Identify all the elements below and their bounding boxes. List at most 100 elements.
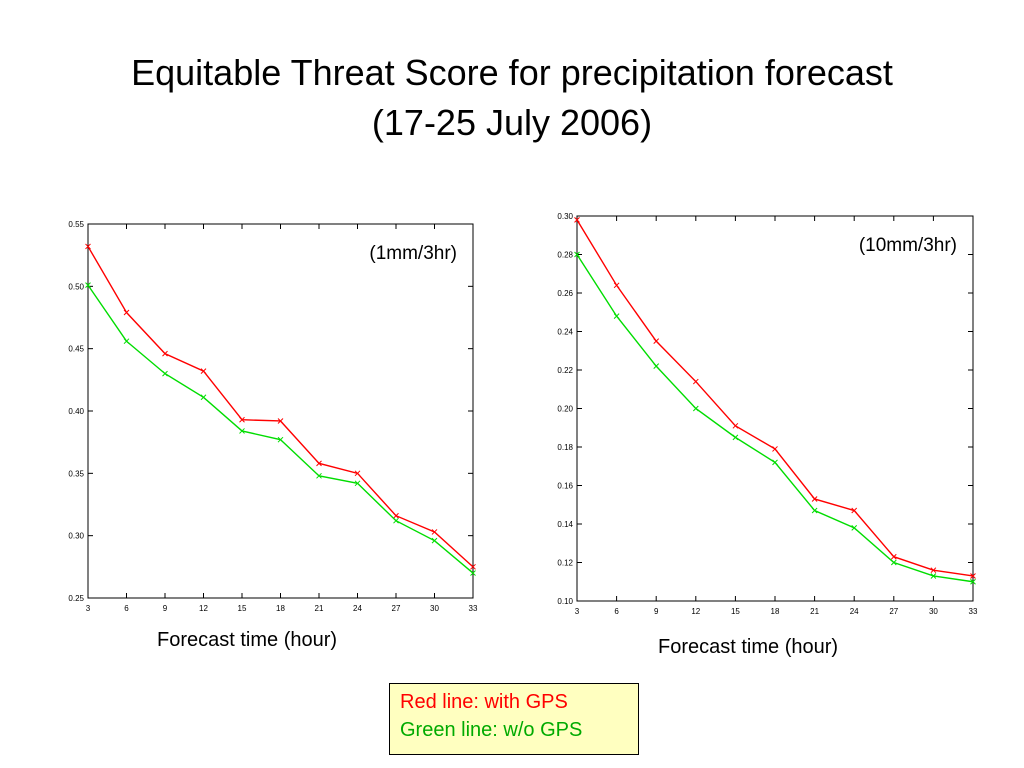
y-tick-label: 0.26 (557, 289, 573, 298)
x-tick-label: 9 (654, 607, 659, 616)
x-tick-label: 27 (392, 604, 401, 613)
series-line-1 (87, 284, 474, 574)
x-tick-label: 3 (575, 607, 580, 616)
series-line-1 (576, 254, 974, 583)
data-point (431, 529, 438, 535)
data-point (574, 216, 580, 223)
data-point (277, 436, 284, 443)
data-point (239, 428, 245, 434)
x-tick-label: 33 (969, 607, 978, 616)
data-point (890, 553, 897, 560)
y-tick-label: 0.50 (68, 282, 84, 291)
data-point (732, 422, 739, 429)
x-tick-label: 6 (124, 604, 129, 613)
data-point (890, 559, 897, 566)
x-tick-label: 24 (850, 607, 859, 616)
chart-1mm-xlabel: Forecast time (hour) (157, 629, 338, 651)
data-point (930, 573, 937, 579)
data-point (470, 570, 476, 576)
data-point (811, 496, 818, 502)
data-point (85, 282, 91, 288)
data-point (930, 567, 937, 574)
x-tick-label: 12 (691, 607, 700, 616)
plot-frame (576, 215, 974, 602)
y-tick-label: 0.30 (68, 532, 84, 541)
data-point (85, 243, 91, 250)
data-point (316, 472, 322, 479)
data-point (393, 512, 399, 519)
data-point (277, 418, 284, 424)
data-point (613, 282, 620, 289)
x-tick-label: 18 (771, 607, 780, 616)
y-tick-label: 0.40 (68, 407, 84, 416)
data-point (200, 394, 207, 401)
data-point (354, 480, 361, 487)
data-point (123, 338, 130, 345)
x-tick-label: 27 (889, 607, 898, 616)
chart-10mm-xlabel: Forecast time (hour) (658, 636, 839, 658)
x-tick-label: 3 (86, 604, 91, 613)
data-point (613, 313, 620, 319)
y-tick-label: 0.14 (557, 520, 573, 529)
data-point (970, 578, 976, 585)
data-point (574, 251, 580, 258)
legend-box: Red line: with GPS Green line: w/o GPS (389, 683, 639, 755)
x-tick-label: 18 (276, 604, 285, 613)
series-line-0 (576, 219, 974, 577)
chart-1mm: 0.25 0.30 0.35 0.40 0.45 0.50 0.55 3 6 9 12 15 18 21 2… (68, 220, 478, 613)
x-tick-label: 24 (353, 604, 362, 613)
y-tick-label: 0.25 (68, 594, 84, 603)
data-point (393, 517, 399, 524)
x-tick-label: 21 (810, 607, 819, 616)
data-point (732, 434, 739, 441)
data-point (354, 470, 361, 477)
data-point (692, 378, 699, 385)
x-tick-label: 21 (315, 604, 324, 613)
x-tick-label: 15 (238, 604, 247, 613)
y-tick-label: 0.30 (557, 212, 573, 221)
x-tick-label: 15 (731, 607, 740, 616)
x-tick-label: 6 (614, 607, 619, 616)
data-point (692, 405, 699, 412)
data-point (162, 370, 168, 377)
data-point (200, 368, 207, 374)
page-subtitle: (17-25 July 2006) (371, 102, 653, 143)
data-point (851, 524, 858, 531)
data-point (470, 563, 476, 570)
data-point (851, 507, 858, 514)
data-point (653, 338, 660, 344)
chart-annotation: (1mm/3hr) (369, 243, 457, 264)
data-point (162, 350, 168, 357)
y-tick-label: 0.16 (557, 482, 573, 491)
y-tick-label: 0.10 (557, 597, 573, 606)
x-tick-label: 30 (929, 607, 938, 616)
chart-10mm: 0.10 0.12 0.14 0.16 0.18 0.20 0.22 0.24 0.26 0.28… (557, 212, 978, 616)
y-tick-label: 0.45 (68, 345, 84, 354)
x-tick-label: 12 (199, 604, 208, 613)
data-point (123, 309, 130, 316)
x-tick-label: 9 (163, 604, 168, 613)
x-tick-label: 30 (430, 604, 439, 613)
x-tick-label: 33 (469, 604, 478, 613)
data-point (772, 459, 778, 466)
y-tick-label: 0.28 (557, 251, 573, 260)
legend-red-label: Red line: with GPS (400, 691, 568, 713)
data-point (811, 507, 818, 514)
chart-annotation: (10mm/3hr) (859, 235, 957, 256)
data-point (316, 460, 322, 467)
page-title: Equitable Threat Score for precipitation… (131, 52, 893, 93)
data-point (431, 537, 438, 544)
data-point (772, 446, 778, 452)
series-line-0 (87, 246, 474, 568)
y-tick-label: 0.55 (68, 220, 84, 229)
y-tick-label: 0.24 (557, 328, 573, 337)
data-point (653, 363, 660, 370)
y-tick-label: 0.20 (557, 405, 573, 414)
legend-green-label: Green line: w/o GPS (400, 719, 583, 741)
y-tick-label: 0.18 (557, 443, 573, 452)
y-tick-label: 0.35 (68, 469, 84, 478)
y-tick-label: 0.12 (557, 559, 573, 568)
data-point (970, 573, 976, 579)
y-tick-label: 0.22 (557, 366, 573, 375)
plot-frame (87, 223, 474, 599)
